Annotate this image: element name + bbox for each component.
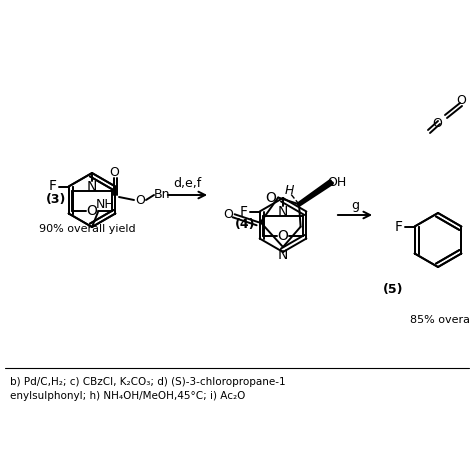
Text: d,e,f: d,e,f [173,176,201,190]
Text: F: F [395,219,402,234]
Text: Bn: Bn [154,189,170,201]
Text: (3): (3) [46,192,66,206]
Text: N: N [87,180,97,194]
Text: O: O [265,191,276,204]
Text: O: O [109,165,119,179]
Text: g: g [351,199,359,211]
Text: b) Pd/C,H₂; c) CBzCl, K₂CO₃; d) (S)-3-chloropropane-1: b) Pd/C,H₂; c) CBzCl, K₂CO₃; d) (S)-3-ch… [10,377,286,387]
Text: 90% overall yield: 90% overall yield [39,224,135,234]
Text: O: O [224,208,234,221]
Text: O: O [456,93,466,107]
Text: F: F [240,204,247,219]
Text: enylsulphonyl; h) NH₄OH/MeOH,45°C; i) Ac₂O: enylsulphonyl; h) NH₄OH/MeOH,45°C; i) Ac… [10,391,246,401]
Text: OH: OH [328,176,346,189]
Text: N: N [278,248,288,262]
Text: (5): (5) [383,283,403,297]
Text: N: N [278,205,288,219]
Text: O: O [135,193,145,207]
Text: O: O [278,229,289,243]
Text: F: F [49,180,56,193]
Text: O: O [432,117,442,129]
Text: (4): (4) [235,218,255,230]
Text: NH: NH [96,199,114,211]
Text: H: H [284,184,294,197]
Text: 85% overa: 85% overa [410,315,470,325]
Text: O: O [87,204,98,218]
